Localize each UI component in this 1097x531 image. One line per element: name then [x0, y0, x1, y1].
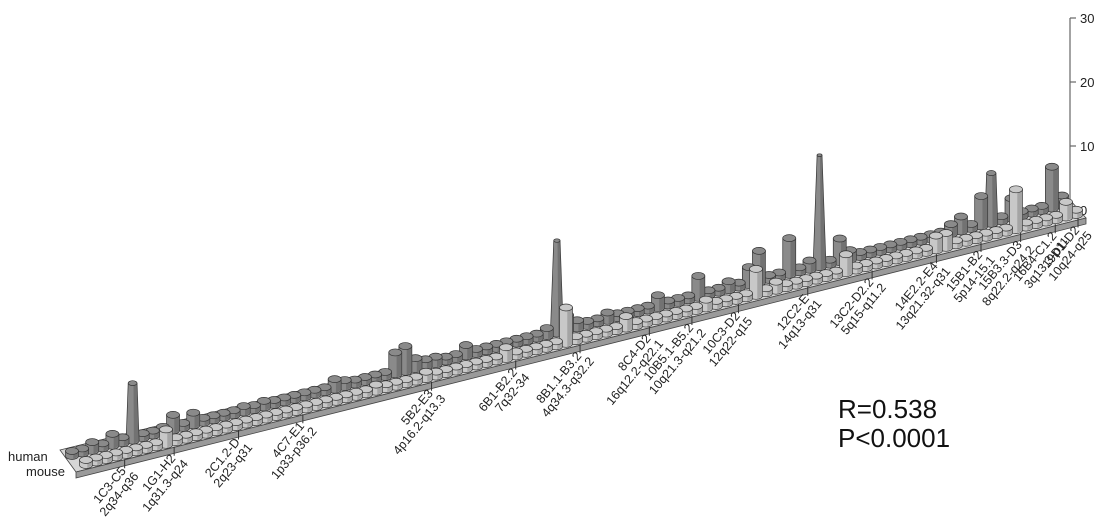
correlation-r: R=0.538 — [838, 394, 937, 424]
human-bar — [125, 380, 140, 445]
human-bar — [539, 324, 554, 340]
base-front-face — [75, 217, 1087, 479]
series-label-human: human — [8, 449, 48, 464]
z-tick-label: 20 — [1080, 75, 1094, 90]
mouse-bar — [1009, 185, 1023, 235]
mouse-series-bars — [79, 185, 1083, 469]
human-bar — [317, 383, 332, 397]
mouse-bar — [739, 289, 753, 303]
mouse-bar — [989, 226, 1003, 240]
human-bar — [651, 291, 665, 312]
human-bar — [428, 352, 443, 369]
human-bar — [600, 308, 615, 325]
human-bar — [964, 220, 978, 233]
human-bar — [479, 342, 494, 356]
human-bar — [438, 352, 453, 366]
human-bar — [337, 376, 352, 391]
mouse-bar — [1049, 211, 1063, 224]
human-bar — [782, 234, 797, 279]
human-bar — [812, 153, 827, 272]
z-tick-label: 0 — [1080, 203, 1087, 218]
z-axis: 30 20 10 0 — [1069, 11, 1094, 218]
human-bar — [75, 444, 89, 458]
mouse-bar — [379, 380, 393, 394]
human-bar — [378, 368, 393, 381]
p-value: P<0.0001 — [838, 423, 950, 453]
human-bar — [469, 345, 483, 358]
human-bar — [984, 170, 999, 228]
human-bar — [246, 401, 261, 414]
mouse-bar — [749, 265, 763, 300]
human-bar — [893, 237, 908, 251]
human-bar — [529, 329, 544, 343]
z-tick-label: 10 — [1080, 139, 1094, 154]
human-bar — [459, 341, 473, 361]
human-bar — [176, 419, 190, 432]
human-bar — [196, 413, 211, 427]
human-bar — [853, 248, 867, 261]
human-bar — [186, 408, 201, 430]
human-bar — [95, 439, 110, 453]
mouse-bar — [519, 345, 533, 358]
human-bar — [630, 304, 645, 317]
human-bar — [85, 438, 100, 455]
mouse-bar — [79, 456, 93, 469]
human-bar — [681, 291, 696, 305]
human-bar — [509, 334, 524, 348]
series-label-mouse: mouse — [26, 464, 65, 479]
human-bar — [388, 348, 403, 379]
human-bar — [1045, 162, 1059, 213]
mouse-bar — [559, 303, 573, 348]
human-bar — [65, 447, 79, 460]
human-bar — [974, 192, 989, 231]
human-bar — [994, 212, 1009, 226]
human-bar — [277, 393, 291, 407]
human-bar — [711, 283, 726, 297]
human-bar — [408, 354, 423, 374]
human-bar — [570, 316, 584, 333]
human-bar — [105, 430, 120, 450]
z-tick-label: 30 — [1080, 11, 1094, 26]
human-bar — [226, 406, 241, 420]
human-bar — [731, 278, 746, 292]
human-bar — [398, 342, 413, 376]
